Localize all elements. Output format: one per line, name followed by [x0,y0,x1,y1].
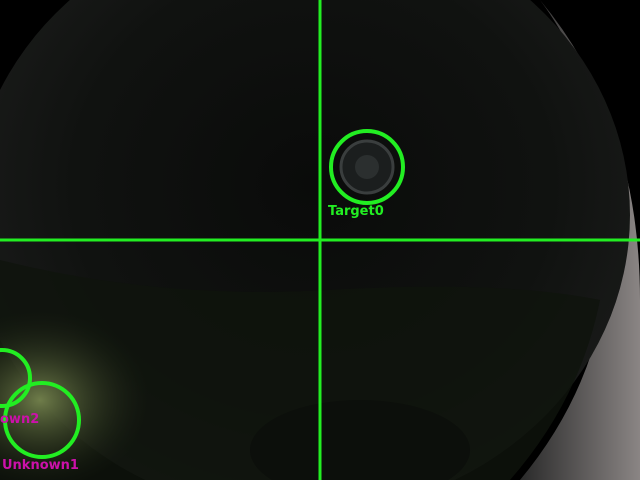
detection-label: Unknown1 [2,458,79,473]
detection-circle [329,129,405,205]
target-core [355,155,379,179]
detection-circle [3,381,81,459]
pavement [520,0,640,480]
detection-label: Target0 [328,204,384,219]
detection-label: own2 [0,412,39,427]
tree [250,400,470,480]
light-glow [0,310,150,480]
detection-circle [0,348,32,408]
